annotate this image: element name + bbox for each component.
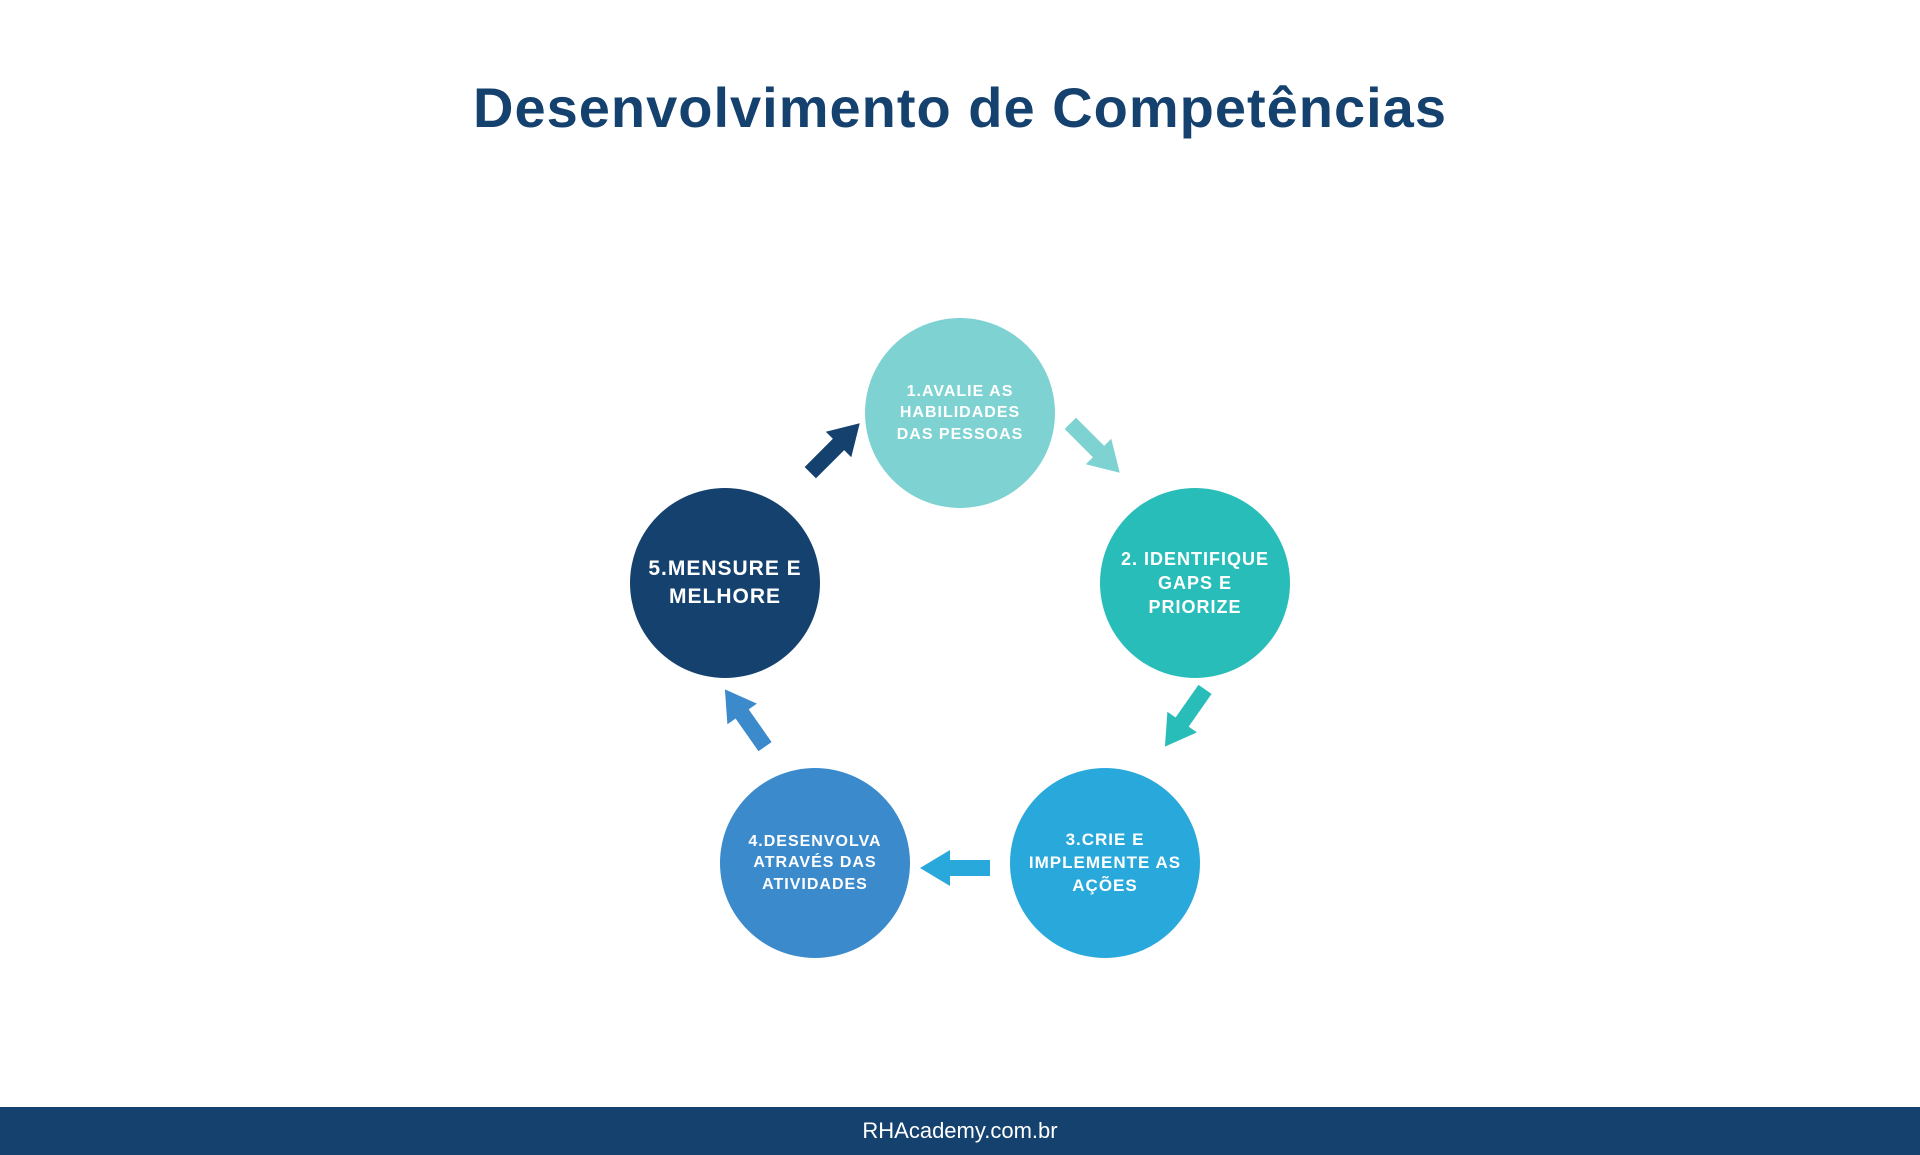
node-label: 1.AVALIE AS HABILIDADES DAS PESSOAS <box>883 381 1037 446</box>
cycle-diagram: 1.AVALIE AS HABILIDADES DAS PESSOAS 2. I… <box>610 308 1310 1008</box>
node-step-5: 5.MENSURE E MELHORE <box>630 488 820 678</box>
footer-bar: RHAcademy.com.br <box>0 1107 1920 1155</box>
node-step-2: 2. IDENTIFIQUE GAPS E PRIORIZE <box>1100 488 1290 678</box>
arrow-4-to-5 <box>709 678 782 758</box>
node-label: 3.CRIE E IMPLEMENTE AS AÇÕES <box>1028 829 1182 898</box>
node-step-3: 3.CRIE E IMPLEMENTE AS AÇÕES <box>1010 768 1200 958</box>
node-label: 5.MENSURE E MELHORE <box>648 555 802 612</box>
node-label: 4.DESENVOLVA ATRAVÉS DAS ATIVIDADES <box>738 831 892 896</box>
page-title: Desenvolvimento de Competências <box>0 75 1920 140</box>
arrow-1-to-2 <box>1056 409 1134 487</box>
footer-text: RHAcademy.com.br <box>862 1118 1057 1144</box>
arrow-5-to-1 <box>796 409 874 487</box>
node-step-4: 4.DESENVOLVA ATRAVÉS DAS ATIVIDADES <box>720 768 910 958</box>
node-label: 2. IDENTIFIQUE GAPS E PRIORIZE <box>1118 547 1272 620</box>
arrow-3-to-4 <box>920 848 990 888</box>
node-step-1: 1.AVALIE AS HABILIDADES DAS PESSOAS <box>865 318 1055 508</box>
arrow-2-to-3 <box>1149 678 1222 758</box>
